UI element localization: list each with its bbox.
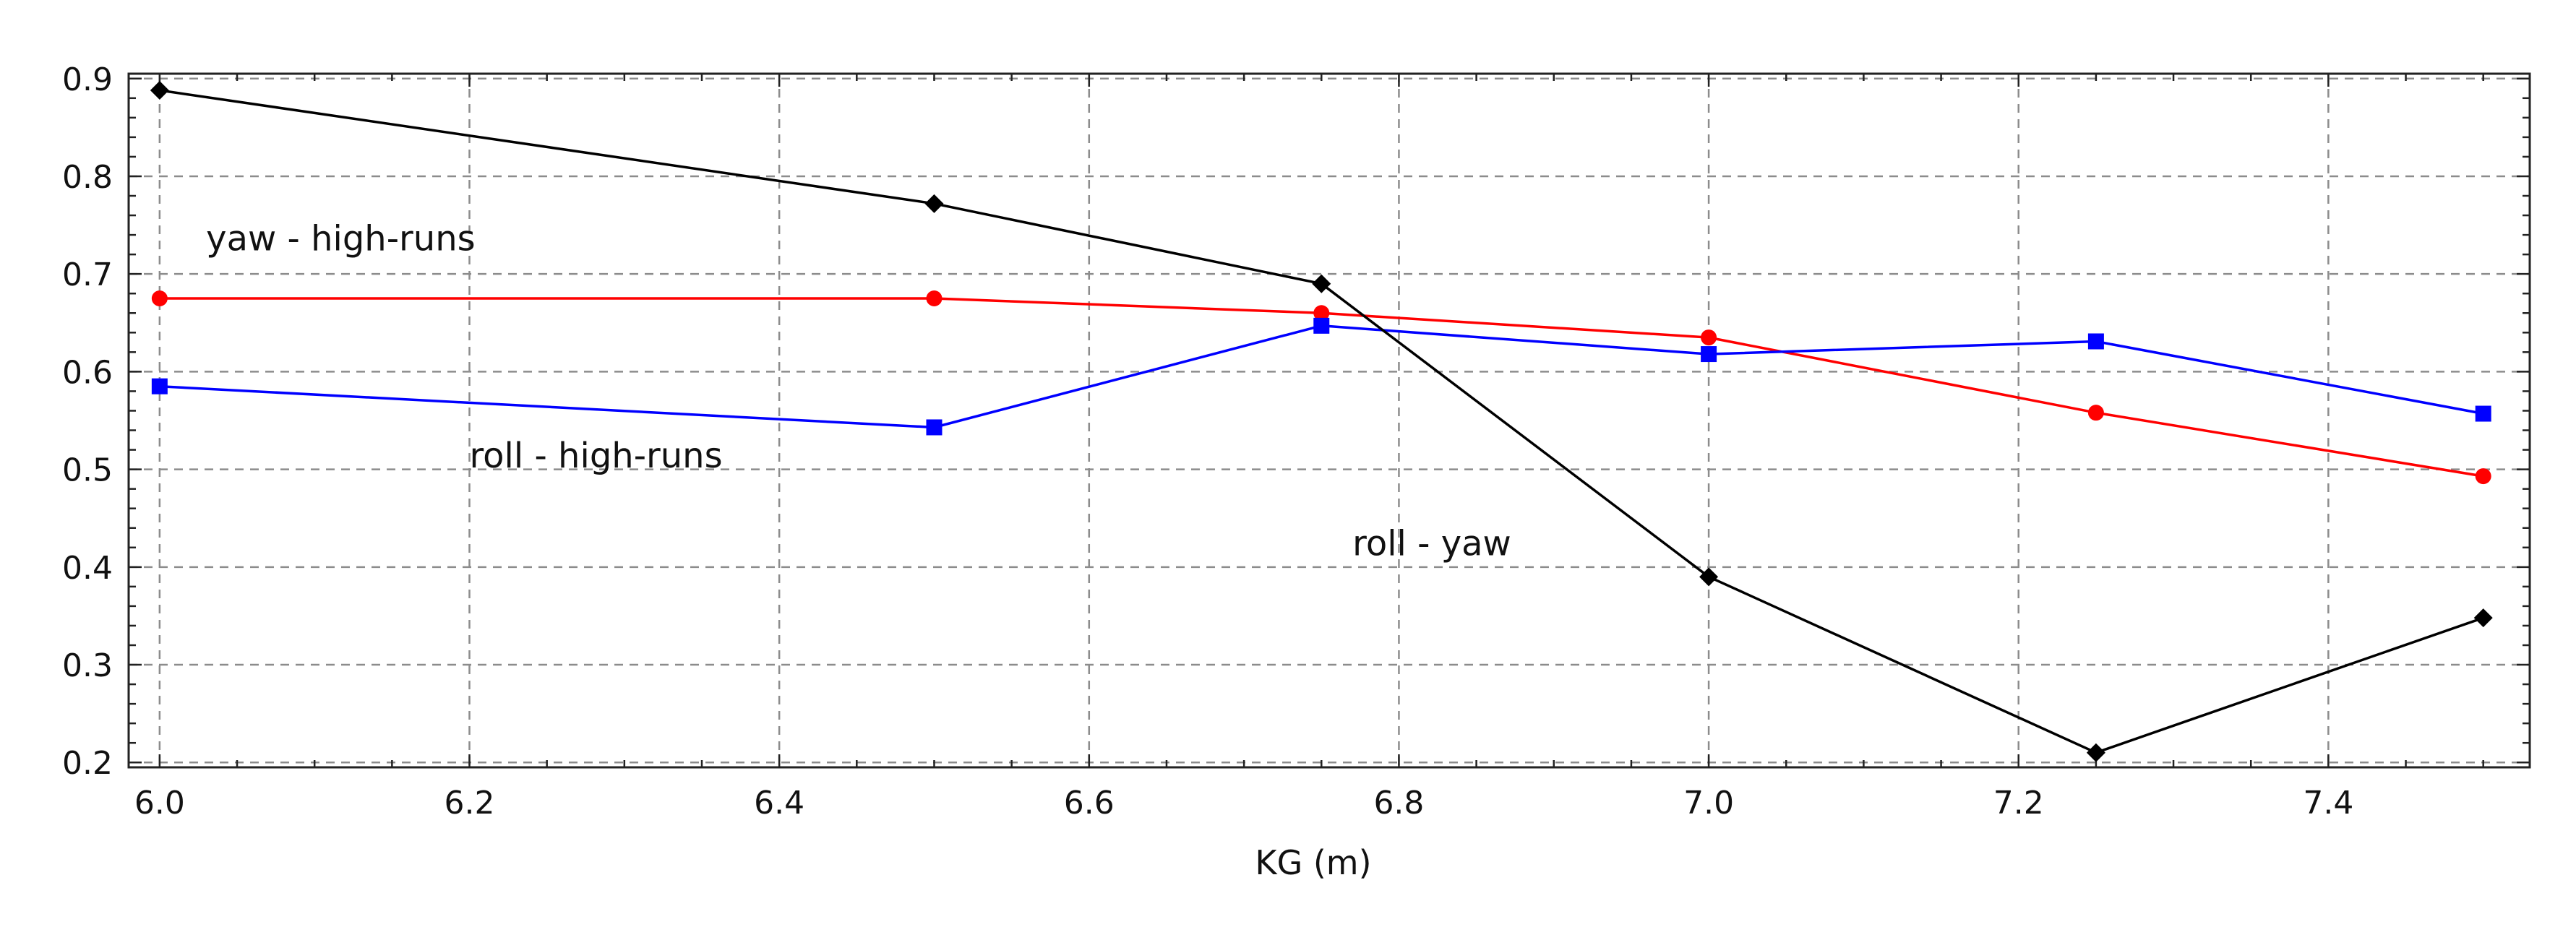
data-point-yaw-high-runs-1: [151, 290, 168, 306]
data-point-yaw-high-runs-3: [1313, 305, 1330, 322]
x-tick-label: 6.8: [1373, 785, 1424, 822]
y-tick-label: 0.3: [62, 647, 113, 684]
data-point-roll-high-runs-6: [2475, 405, 2491, 422]
annotation-roll-high-runs: roll - high-runs: [470, 436, 723, 476]
x-tick-labels: 6.0 6.2 6.4 6.6 6.8 7.0 7.2 7.4: [134, 785, 2354, 822]
axis-ticks: [129, 74, 2530, 767]
y-tick-labels: 0.2 0.3 0.4 0.5 0.6 0.7 0.8 0.9: [62, 61, 113, 782]
series-yaw-high-runs: [151, 290, 2491, 485]
x-tick-label: 6.2: [445, 785, 495, 822]
series-line-roll-high-runs: [159, 324, 2484, 429]
series-roll-high-runs: [151, 317, 2491, 436]
x-tick-label: 7.0: [1683, 785, 1734, 822]
x-axis-label: KG (m): [1255, 843, 1371, 882]
data-point-roll-yaw-5: [2086, 743, 2105, 762]
data-point-yaw-high-runs-5: [2087, 405, 2104, 421]
data-point-roll-high-runs-3: [1313, 317, 1330, 334]
y-tick-label: 0.7: [62, 256, 113, 293]
data-point-roll-high-runs-5: [2087, 333, 2104, 350]
y-tick-label: 0.6: [62, 354, 113, 391]
data-point-yaw-high-runs-2: [926, 290, 943, 306]
data-point-yaw-high-runs-4: [1701, 329, 1717, 346]
series-roll-yaw: [150, 80, 2493, 762]
x-tick-label: 7.4: [2303, 785, 2353, 822]
data-point-roll-yaw-4: [1699, 567, 1719, 587]
y-tick-label: 0.4: [62, 550, 113, 587]
data-point-roll-yaw-3: [1312, 274, 1331, 293]
data-point-roll-high-runs-4: [1701, 346, 1717, 363]
series-line-yaw-high-runs: [159, 297, 2483, 478]
data-point-roll-yaw-2: [924, 194, 944, 213]
plot-border: [127, 72, 2531, 769]
data-point-roll-yaw-1: [150, 80, 169, 100]
x-tick-label: 6.6: [1064, 785, 1115, 822]
data-point-roll-yaw-6: [2473, 608, 2493, 628]
x-tick-label: 7.2: [1993, 785, 2044, 822]
annotation-yaw-high-runs: yaw - high-runs: [206, 219, 475, 259]
series-annotations: yaw - high-runs roll - high-runs roll - ya…: [206, 219, 1511, 564]
y-tick-label: 0.5: [62, 452, 113, 489]
data-series: [150, 80, 2493, 762]
grid-lines: [129, 74, 2530, 767]
data-point-roll-high-runs-1: [151, 378, 168, 394]
annotation-roll-yaw: roll - yaw: [1352, 524, 1511, 564]
x-tick-label: 6.0: [134, 785, 185, 822]
data-point-roll-high-runs-2: [926, 419, 943, 436]
y-tick-label: 0.2: [62, 745, 113, 782]
y-tick-label: 0.9: [62, 61, 113, 98]
series-line-roll-yaw: [159, 89, 2484, 754]
data-point-yaw-high-runs-6: [2475, 468, 2491, 485]
plot-frame: [127, 72, 2531, 769]
y-tick-label: 0.8: [62, 159, 113, 196]
x-tick-label: 6.4: [754, 785, 804, 822]
